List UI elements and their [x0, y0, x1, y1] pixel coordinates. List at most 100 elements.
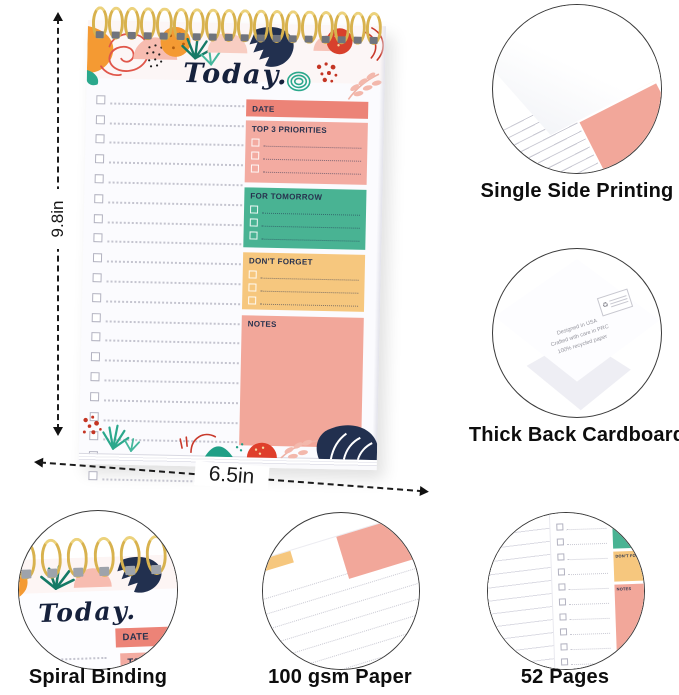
checkbox-icon	[557, 553, 565, 561]
pink-arch-icon	[207, 32, 248, 54]
stamp-lines	[609, 293, 629, 309]
checklist	[88, 86, 245, 485]
checkbox-icon	[557, 568, 566, 576]
checklist-row	[559, 619, 611, 636]
checkbox-icon	[94, 154, 105, 164]
feature-label-paper: 100 gsm Paper	[268, 666, 412, 688]
spiral-loop-icon	[220, 8, 238, 43]
spiral-clasp-icon	[176, 32, 185, 41]
checkbox-icon	[94, 174, 104, 184]
feature-circle-pages: FOR TOMORROW DON'T FORGET NOTES	[487, 512, 645, 670]
checkbox-icon	[248, 270, 257, 279]
checkbox-icon	[90, 352, 101, 362]
dotted-line	[260, 300, 359, 307]
palm-leaf-light-icon	[200, 49, 221, 66]
checkbox-icon	[249, 218, 258, 227]
spiral-clasp-icon	[305, 35, 314, 43]
checkbox-icon	[560, 643, 568, 651]
spiral-clasp-icon	[143, 32, 153, 40]
checklist-row	[557, 559, 609, 576]
height-label: 9.8in	[47, 189, 69, 249]
priorities-row	[250, 159, 361, 175]
notes-section: NOTES	[239, 315, 364, 448]
spiral-clasp-icon	[192, 33, 201, 41]
checkbox-icon	[95, 114, 106, 124]
spiral-clasp-icon	[224, 33, 233, 42]
spiral-loop-icon	[91, 6, 109, 40]
spiral-clasp-icon	[256, 34, 265, 42]
dont-forget-row	[248, 291, 359, 307]
checkbox-icon	[560, 658, 569, 666]
checklist-row	[556, 514, 607, 531]
priorities-label: TOP 3 PRIORITIES	[251, 124, 328, 136]
dont-forget-label-mini: DON'T FORGET	[615, 552, 645, 559]
spiral-clasp-icon	[240, 34, 249, 42]
checkbox-icon	[249, 205, 259, 214]
height-dimension: 9.8in	[47, 12, 69, 436]
checklist-row	[556, 529, 607, 546]
spiral-loop-icon	[107, 6, 125, 40]
orange-blob-icon	[86, 25, 114, 73]
spiral-binding-closeup	[19, 534, 168, 580]
feature-label-spiral: Spiral Binding	[28, 666, 168, 688]
spiral-clasp-icon	[369, 36, 378, 45]
date-section-mini	[611, 513, 644, 516]
spiral-loop-icon	[349, 11, 367, 45]
scribble-icon	[286, 71, 311, 92]
spiral-loop-icon	[19, 539, 37, 580]
feature-label-pages: 52 Pages	[520, 666, 610, 688]
feature-circle-single-side	[492, 4, 662, 174]
feature-label-single-side: Single Side Printing	[480, 180, 674, 202]
checklist-row	[560, 649, 612, 666]
checklist-row	[558, 574, 609, 591]
checklist-row	[560, 634, 611, 651]
coral-squiggle-leaf-icon	[100, 32, 150, 77]
dotted-line	[262, 168, 361, 175]
checklist-row	[559, 604, 610, 621]
dont-forget-label: DON'T FORGET	[248, 256, 313, 267]
checkbox-icon	[559, 628, 568, 636]
notes-label: NOTES	[247, 319, 277, 330]
checkbox-icon	[90, 372, 100, 382]
checkbox-icon	[91, 332, 101, 342]
spiral-loop-icon	[139, 7, 157, 41]
checkbox-icon	[92, 292, 102, 303]
spiral-loop-icon	[66, 537, 89, 579]
notepad-closeup: Today. DATE TOP	[19, 534, 177, 669]
checkbox-icon	[559, 613, 567, 621]
front-page: FOR TOMORROW DON'T FORGET NOTES	[548, 513, 645, 669]
spiral-loop-icon	[144, 534, 168, 576]
spiral-loop-icon	[268, 9, 286, 44]
spiral-loop-icon	[188, 8, 206, 42]
dont-forget-section: DON'T FORGET	[241, 252, 366, 312]
spiral-loop-icon	[92, 536, 116, 578]
tomorrow-row	[249, 200, 361, 216]
spiral-clasp-icon	[208, 33, 217, 41]
notes-label-mini: NOTES	[616, 586, 632, 592]
checkbox-icon	[558, 583, 566, 591]
checkbox-icon	[89, 411, 99, 421]
spiral-loop-icon	[284, 10, 302, 44]
spiral-clasp-icon	[151, 564, 162, 575]
width-label: 6.5in	[193, 461, 270, 491]
spiral-loop-icon	[365, 11, 383, 46]
checkbox-icon	[251, 151, 260, 160]
spiral-loop-icon	[172, 7, 189, 42]
spiral-clasp-icon	[321, 35, 330, 44]
checkbox-icon	[94, 193, 104, 204]
checkbox-icon	[556, 523, 564, 531]
spiral-clasp-icon	[20, 569, 31, 579]
spiral-clasp-icon	[288, 35, 298, 43]
checkbox-icon	[89, 431, 99, 441]
dont-forget-section-mini: DON'T FORGET	[613, 550, 645, 582]
spiral-loop-icon	[300, 10, 318, 44]
notepad: Today.	[78, 6, 386, 484]
dimension-arrow-right-icon	[419, 486, 430, 497]
checklist-row	[558, 589, 610, 606]
spiral-clasp-icon	[125, 565, 136, 576]
spiral-clasp-icon	[111, 31, 120, 39]
tomorrow-section-mini: FOR TOMORROW	[612, 517, 644, 549]
tomorrow-row	[249, 226, 360, 242]
checkbox-icon	[558, 598, 567, 606]
spiral-binding	[91, 6, 383, 46]
